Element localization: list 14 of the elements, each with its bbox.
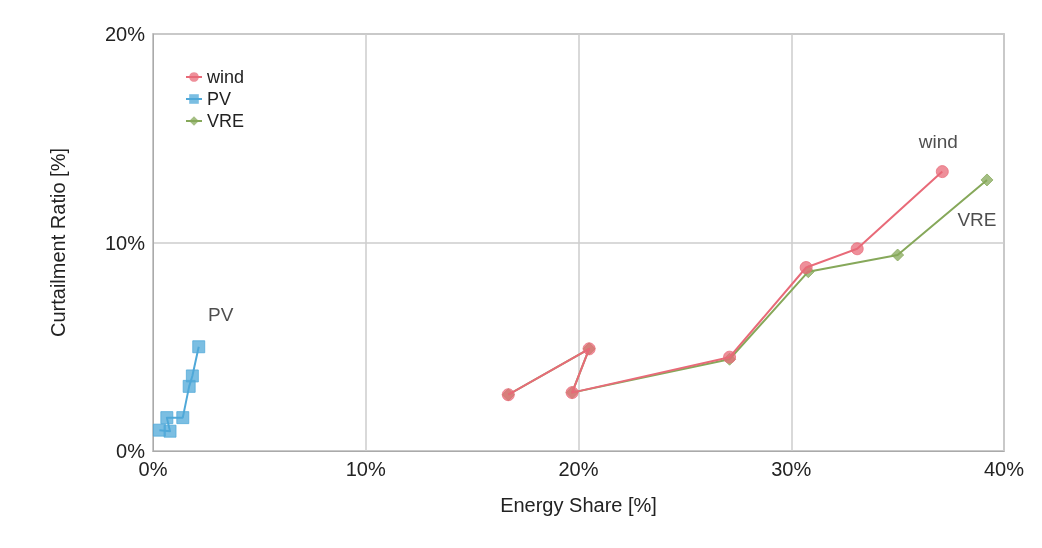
x-axis-title: Energy Share [%]	[500, 494, 657, 516]
y-axis-title: Curtailment Ratio [%]	[47, 148, 69, 337]
x-tick-label: 20%	[558, 458, 599, 480]
legend-label: VRE	[207, 111, 245, 131]
x-tick-label: 30%	[771, 458, 812, 480]
annotation: PV	[208, 304, 234, 326]
legend-label: PV	[207, 89, 232, 109]
x-tick-label: 40%	[983, 458, 1025, 480]
annotation: wind	[917, 131, 958, 153]
y-tick-label: 10%	[104, 231, 146, 254]
x-tick-label: 10%	[345, 458, 386, 480]
legend-label: wind	[206, 67, 245, 87]
annotation: VRE	[957, 209, 997, 231]
y-tick-label: 20%	[104, 23, 146, 45]
